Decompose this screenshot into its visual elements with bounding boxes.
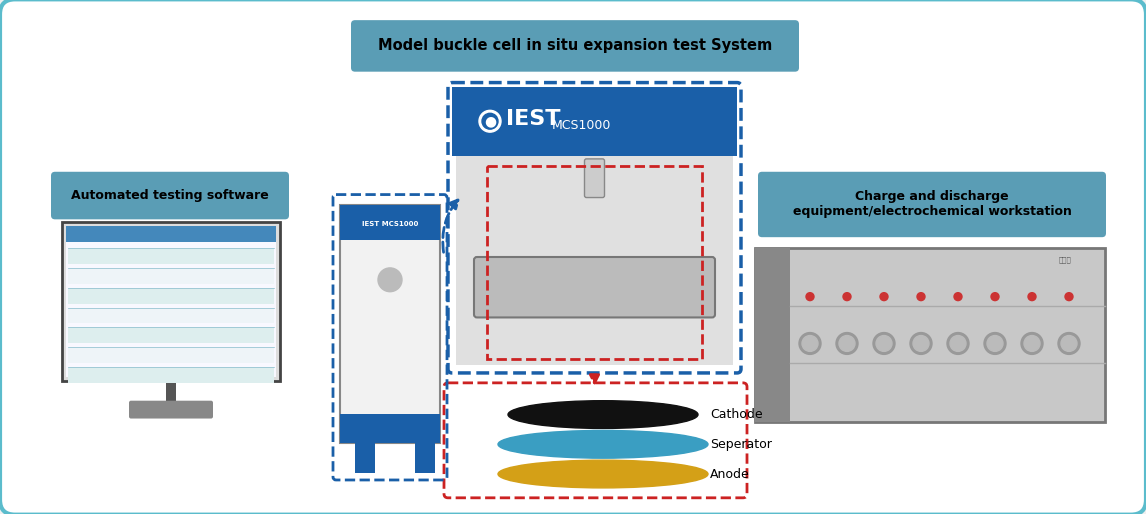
Circle shape <box>799 333 821 354</box>
Text: Seperator: Seperator <box>711 438 772 451</box>
FancyBboxPatch shape <box>66 226 276 377</box>
Text: Charge and discharge
equipment/electrochemical workstation: Charge and discharge equipment/electroch… <box>793 191 1072 218</box>
FancyBboxPatch shape <box>52 172 289 219</box>
Circle shape <box>917 292 925 301</box>
Circle shape <box>835 333 858 354</box>
FancyBboxPatch shape <box>448 83 741 373</box>
Circle shape <box>880 292 888 301</box>
FancyBboxPatch shape <box>415 442 435 473</box>
Circle shape <box>1065 292 1073 301</box>
FancyBboxPatch shape <box>355 442 375 473</box>
Circle shape <box>873 333 895 354</box>
Circle shape <box>479 111 501 132</box>
FancyBboxPatch shape <box>755 248 1105 421</box>
FancyBboxPatch shape <box>68 367 274 383</box>
Circle shape <box>482 113 499 129</box>
FancyBboxPatch shape <box>755 248 790 421</box>
Circle shape <box>1025 336 1041 352</box>
FancyBboxPatch shape <box>584 159 604 197</box>
FancyBboxPatch shape <box>68 347 274 363</box>
Text: Anode: Anode <box>711 468 749 481</box>
Circle shape <box>947 333 970 354</box>
FancyBboxPatch shape <box>129 401 213 418</box>
FancyBboxPatch shape <box>68 248 274 264</box>
Circle shape <box>802 336 818 352</box>
FancyBboxPatch shape <box>456 156 733 365</box>
Circle shape <box>953 292 961 301</box>
FancyBboxPatch shape <box>340 206 440 240</box>
FancyBboxPatch shape <box>758 172 1106 237</box>
Text: Automated testing software: Automated testing software <box>71 189 269 202</box>
Circle shape <box>910 333 932 354</box>
FancyBboxPatch shape <box>166 381 176 402</box>
Circle shape <box>984 333 1006 354</box>
Circle shape <box>991 292 999 301</box>
Circle shape <box>913 336 929 352</box>
FancyBboxPatch shape <box>474 257 715 318</box>
Circle shape <box>1028 292 1036 301</box>
Circle shape <box>806 292 814 301</box>
Circle shape <box>843 292 851 301</box>
FancyBboxPatch shape <box>66 226 276 242</box>
Ellipse shape <box>499 430 708 458</box>
FancyBboxPatch shape <box>68 307 274 323</box>
FancyBboxPatch shape <box>351 20 799 71</box>
Text: IEST MCS1000: IEST MCS1000 <box>362 222 418 227</box>
FancyBboxPatch shape <box>452 86 737 156</box>
FancyBboxPatch shape <box>62 223 280 381</box>
FancyBboxPatch shape <box>340 206 440 443</box>
Circle shape <box>1058 333 1080 354</box>
Text: MCS1000: MCS1000 <box>552 119 611 132</box>
Text: Cathode: Cathode <box>711 408 762 421</box>
FancyBboxPatch shape <box>68 268 274 284</box>
Ellipse shape <box>508 401 698 429</box>
Circle shape <box>378 268 402 291</box>
FancyBboxPatch shape <box>444 383 747 498</box>
Circle shape <box>950 336 966 352</box>
Text: 某某某: 某某某 <box>1059 256 1072 263</box>
FancyBboxPatch shape <box>340 414 440 443</box>
Circle shape <box>1021 333 1043 354</box>
FancyBboxPatch shape <box>68 288 274 304</box>
Circle shape <box>1061 336 1077 352</box>
Circle shape <box>987 336 1003 352</box>
Text: Model buckle cell in situ expansion test System: Model buckle cell in situ expansion test… <box>378 39 772 53</box>
Circle shape <box>839 336 855 352</box>
Circle shape <box>876 336 892 352</box>
FancyBboxPatch shape <box>68 327 274 343</box>
Text: ●: ● <box>484 114 496 128</box>
Ellipse shape <box>499 460 708 488</box>
Text: IEST: IEST <box>507 109 560 129</box>
